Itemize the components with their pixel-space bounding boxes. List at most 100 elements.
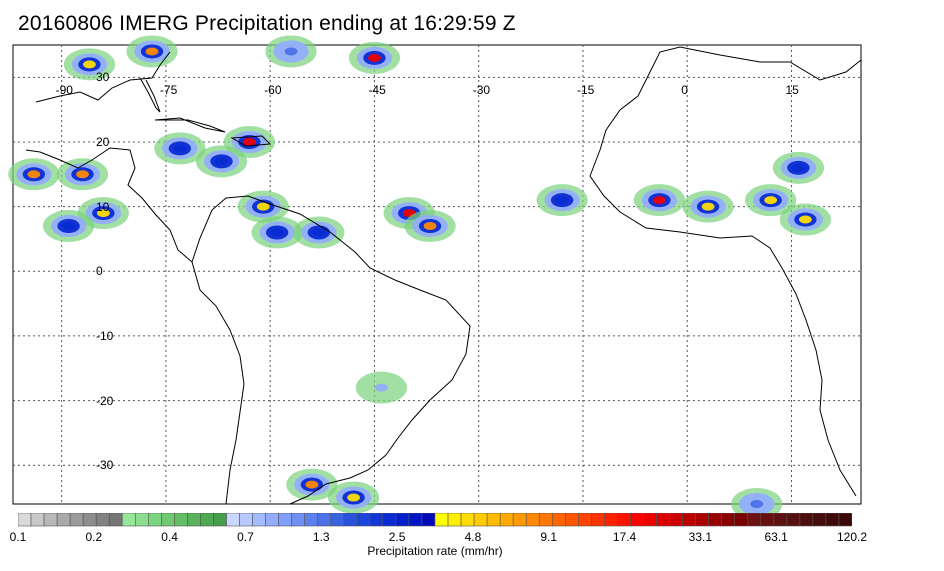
precip-cell xyxy=(173,144,187,153)
colorbar-swatch xyxy=(630,513,644,527)
precip-cell xyxy=(83,60,96,69)
precip-cell xyxy=(423,222,437,231)
precip-cell xyxy=(145,47,159,56)
colorbar-swatch xyxy=(330,513,345,527)
colorbar-swatch xyxy=(434,513,449,527)
colorbar-tick: 2.5 xyxy=(388,530,406,544)
colorbar-tick: 0.4 xyxy=(161,530,178,544)
colorbar-swatch xyxy=(369,513,384,527)
colorbar-swatch xyxy=(695,513,709,527)
precip-cell xyxy=(96,209,110,218)
colorbar-tick: 4.8 xyxy=(464,530,482,544)
colorbar-swatch xyxy=(226,513,240,527)
colorbar-tick: 1.3 xyxy=(312,530,330,544)
south-america-coast xyxy=(191,195,471,505)
colorbar-swatch xyxy=(656,513,670,527)
precip-cell xyxy=(76,170,89,179)
map-frame xyxy=(12,44,862,505)
latitude-label: 30 xyxy=(96,70,110,85)
colorbar-tick: 9.1 xyxy=(540,530,558,544)
longitude-label: 0 xyxy=(681,83,688,97)
colorbar-swatch xyxy=(578,513,592,527)
colorbar-swatch xyxy=(252,513,266,527)
precip-cell xyxy=(750,500,764,508)
precip-cell xyxy=(27,170,41,179)
precip-cell xyxy=(215,157,228,166)
colorbar-swatch xyxy=(200,513,214,527)
colorbar-swatch xyxy=(812,513,827,527)
precip-cell xyxy=(555,196,569,205)
colorbar-tick: 63.1 xyxy=(764,530,788,544)
longitude-label: -90 xyxy=(55,83,73,97)
latitude-label: 10 xyxy=(96,199,110,214)
colorbar-tick: 0.7 xyxy=(237,530,254,544)
precip-cell xyxy=(284,47,298,56)
colorbar-swatch xyxy=(395,513,410,527)
cuba-coast xyxy=(154,117,226,133)
north-america-coast xyxy=(25,51,193,263)
precip-cell xyxy=(305,480,319,489)
colorbar-swatch xyxy=(265,513,279,527)
colorbar-swatch xyxy=(604,513,618,527)
longitude-label: -30 xyxy=(472,83,491,97)
colorbar-swatch xyxy=(499,513,514,527)
colorbar-swatch xyxy=(356,513,371,527)
latitude-label: -20 xyxy=(96,393,114,408)
colorbar-swatch xyxy=(161,513,175,527)
colorbar-swatch xyxy=(174,513,188,527)
colorbar-swatch xyxy=(643,513,657,527)
colorbar-swatch xyxy=(708,513,722,527)
longitude-label: -45 xyxy=(368,83,386,97)
colorbar-swatch xyxy=(734,513,749,527)
colorbar-swatch xyxy=(565,513,579,527)
hispaniola-coast xyxy=(230,135,272,147)
colorbar-swatch xyxy=(239,513,253,527)
colorbar-tick: 0.1 xyxy=(9,530,27,544)
colorbar-swatch xyxy=(82,513,97,527)
colorbar-swatch xyxy=(617,513,631,527)
colorbar-swatch xyxy=(278,513,292,527)
colorbar-swatch xyxy=(421,513,436,527)
colorbar-swatch xyxy=(591,513,605,527)
colorbar-swatch xyxy=(95,513,110,527)
colorbar-swatch xyxy=(382,513,397,527)
latitude-label: -10 xyxy=(96,328,114,343)
longitude-label: -15 xyxy=(576,83,595,97)
colorbar-swatch xyxy=(56,513,71,527)
colorbar-swatch xyxy=(760,513,775,527)
longitude-label: 15 xyxy=(785,83,799,97)
colorbar-tick: 33.1 xyxy=(688,530,713,544)
precip-cell xyxy=(256,202,270,211)
colorbar-swatch xyxy=(317,513,332,527)
colorbar-swatch xyxy=(669,513,683,527)
colorbar-swatch xyxy=(825,513,840,527)
colorbar-swatch xyxy=(213,513,227,527)
graticule xyxy=(13,45,861,504)
precip-cell xyxy=(347,493,360,502)
colorbar-swatch xyxy=(512,513,527,527)
precip-cell xyxy=(653,196,666,205)
colorbar-swatch xyxy=(747,513,762,527)
colorbar-swatch xyxy=(799,513,814,527)
latitude-label: -30 xyxy=(96,458,114,473)
colorbar-swatch xyxy=(343,513,358,527)
map-title: 20160806 IMERG Precipitation ending at 1… xyxy=(18,12,516,35)
colorbar-swatch xyxy=(134,513,149,527)
precip-cell xyxy=(792,163,805,172)
precipitation-field xyxy=(8,35,831,520)
colorbar-swatch xyxy=(69,513,84,527)
colorbar-label: Precipitation rate (mm/hr) xyxy=(367,544,503,558)
precip-cell xyxy=(368,53,381,62)
colorbar-swatch xyxy=(408,513,423,527)
precip-cell xyxy=(312,228,326,237)
longitude-label: -75 xyxy=(159,83,178,97)
precip-cell xyxy=(798,215,812,224)
colorbar-swatch xyxy=(786,513,801,527)
colorbar-swatch xyxy=(721,513,736,527)
coastlines xyxy=(25,46,862,505)
colorbar-swatch xyxy=(525,513,540,527)
colorbar xyxy=(18,513,852,527)
colorbar-swatch xyxy=(538,513,553,527)
colorbar-swatch xyxy=(291,513,305,527)
